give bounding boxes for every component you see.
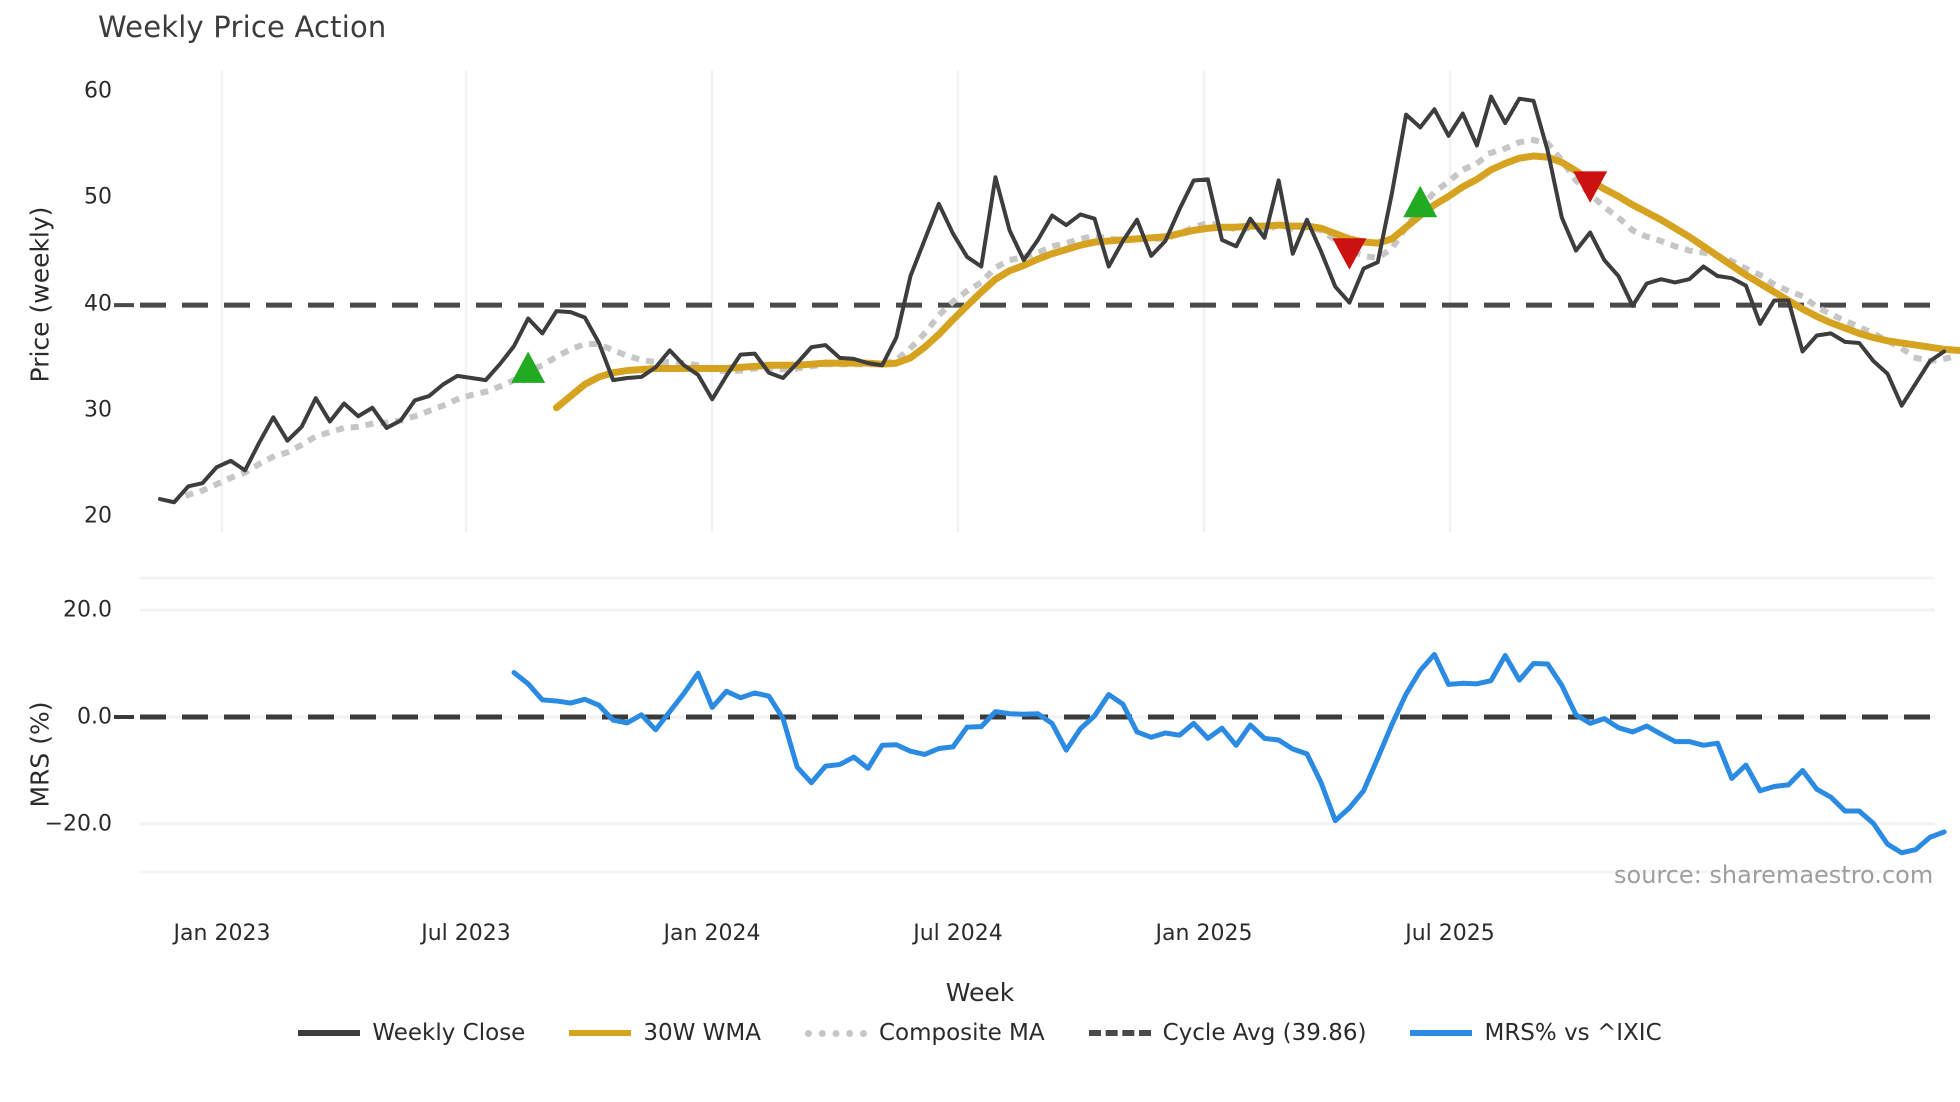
marker-buy-0 — [511, 351, 546, 383]
chart-legend: Weekly Close 30W WMA Composite MA Cycle Avg… — [0, 1020, 1960, 1046]
legend-swatch-icon-0 — [298, 1030, 361, 1036]
x-tick-jan-2023: Jan 2023 — [173, 921, 271, 946]
legend-swatch-icon-1 — [569, 1030, 632, 1036]
x-tick-jul-2023: Jul 2023 — [421, 921, 511, 946]
legend-item-4[interactable]: MRS% vs ^IXIC — [1410, 1020, 1662, 1046]
x-axis-label: Week — [945, 978, 1015, 1007]
price-ytick-50: 50 — [84, 184, 112, 210]
marker-sell-3 — [1573, 171, 1608, 203]
series-weekly-close — [158, 94, 1947, 505]
series-mrs-pct — [511, 651, 1947, 856]
series-composite-ma — [184, 137, 1960, 499]
x-tick-jan-2025: Jan 2025 — [1155, 921, 1253, 946]
legend-item-0[interactable]: Weekly Close — [298, 1020, 525, 1046]
legend-swatch-icon-4 — [1410, 1030, 1473, 1036]
legend-label-4: MRS% vs ^IXIC — [1484, 1020, 1662, 1046]
legend-swatch-icon-3 — [1088, 1030, 1151, 1036]
legend-item-1[interactable]: 30W WMA — [569, 1020, 761, 1046]
marker-sell-1 — [1332, 238, 1367, 270]
marker-buy-2 — [1403, 185, 1438, 218]
legend-label-1: 30W WMA — [643, 1020, 761, 1046]
chart-title: Weekly Price Action — [98, 10, 387, 44]
legend-swatch-icon-2 — [804, 1029, 867, 1037]
price-ytick-60: 60 — [84, 78, 112, 104]
x-tick-jan-2024: Jan 2024 — [663, 921, 761, 946]
legend-label-0: Weekly Close — [372, 1020, 526, 1046]
legend-item-2[interactable]: Composite MA — [804, 1020, 1045, 1046]
x-tick-jul-2024: Jul 2024 — [913, 921, 1003, 946]
mrs-ytick-2: −20.0 — [44, 811, 112, 837]
legend-item-3[interactable]: Cycle Avg (39.86) — [1088, 1020, 1367, 1046]
mrs-ytick-1: 0.0 — [77, 704, 112, 730]
legend-label-3: Cycle Avg (39.86) — [1162, 1020, 1367, 1046]
x-tick-jul-2025: Jul 2025 — [1405, 921, 1495, 946]
legend-label-2: Composite MA — [878, 1020, 1045, 1046]
price-ytick-40: 40 — [84, 291, 112, 317]
price-ytick-30: 30 — [84, 397, 112, 423]
price-ytick-20: 20 — [84, 503, 112, 529]
mrs-ytick-0: 20.0 — [63, 597, 112, 623]
